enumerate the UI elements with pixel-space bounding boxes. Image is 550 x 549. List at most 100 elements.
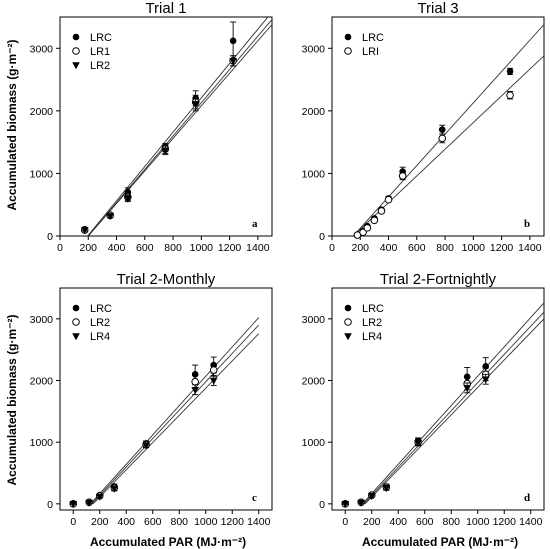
chart-panel-1: Trial 1 0 200 400 600 800 1000 1200 1400 0 1000 200… xyxy=(30,0,273,254)
x-tick-label: 1400 xyxy=(518,242,542,254)
legend: LRC LR1 LR2 xyxy=(72,32,112,72)
legend-marker xyxy=(72,318,80,326)
data-point xyxy=(341,501,350,509)
data-point xyxy=(382,485,391,493)
legend-label: LR4 xyxy=(90,331,110,343)
data-point xyxy=(363,224,372,232)
plot-frame xyxy=(59,287,273,511)
x-tick-label: 0 xyxy=(57,242,63,254)
data-point xyxy=(161,147,170,155)
y-tick-label: 2000 xyxy=(30,106,54,118)
panel-letter: c xyxy=(252,492,257,504)
legend-marker xyxy=(344,333,352,341)
data-point xyxy=(229,58,237,66)
x-tick-label: 1200 xyxy=(218,242,242,254)
fit-line xyxy=(352,55,544,236)
fit-lines xyxy=(362,302,544,505)
legend-marker xyxy=(72,333,80,341)
fit-line xyxy=(364,318,544,505)
x-axis-label-right: Accumulated PAR (MJ·m⁻²) xyxy=(362,535,518,549)
panel-letter: a xyxy=(252,218,258,230)
x-tick-label: 600 xyxy=(416,516,434,528)
series-lr4 xyxy=(341,373,490,509)
fit-line xyxy=(90,317,260,505)
legend-marker xyxy=(72,304,80,312)
fit-line xyxy=(91,324,260,505)
data-point xyxy=(481,376,490,384)
y-tick-label: 0 xyxy=(47,231,53,243)
legend-label: LR1 xyxy=(90,46,110,58)
data-point xyxy=(506,91,514,100)
x-tick-label: 400 xyxy=(380,242,398,254)
x-tick-label: 1200 xyxy=(493,516,517,528)
x-tick-label: 800 xyxy=(442,516,460,528)
legend: LRC LR2 LR4 xyxy=(72,303,112,343)
fit-line xyxy=(87,17,269,236)
data-point xyxy=(69,501,78,509)
x-tick-label: 200 xyxy=(91,516,109,528)
y-tick-label: 0 xyxy=(47,499,53,511)
legend-label: LRC xyxy=(90,32,112,44)
legend-marker xyxy=(344,33,352,41)
panel-title: Trial 2-Fortnightly xyxy=(380,271,497,288)
fit-line xyxy=(92,333,260,505)
x-tick-label: 600 xyxy=(144,516,162,528)
y-tick-label: 1000 xyxy=(30,168,54,180)
y-tick-label: 2000 xyxy=(302,376,326,388)
legend-marker xyxy=(72,62,80,70)
y-tick-label: 3000 xyxy=(302,43,326,55)
x-tick-label: 800 xyxy=(436,242,454,254)
data-point xyxy=(384,195,393,204)
data-point xyxy=(80,226,89,235)
data-point xyxy=(85,499,93,507)
x-tick-label: 600 xyxy=(136,242,154,254)
data-point xyxy=(357,499,365,507)
legend-label: LR2 xyxy=(90,60,110,72)
fit-lines xyxy=(87,17,272,236)
data-point xyxy=(229,37,237,45)
legend-label: LRC xyxy=(362,303,384,315)
x-tick-label: 1400 xyxy=(519,516,543,528)
x-tick-label: 1200 xyxy=(221,516,245,528)
series-lri xyxy=(353,91,514,239)
x-tick-label: 400 xyxy=(117,516,135,528)
fit-line xyxy=(362,302,544,505)
data-point xyxy=(367,493,376,501)
legend-label: LRC xyxy=(362,32,384,44)
y-tick-label: 1000 xyxy=(302,168,326,180)
panel-title: Trial 1 xyxy=(145,0,186,17)
y-tick-label: 0 xyxy=(319,231,325,243)
y-tick-label: 2000 xyxy=(302,106,326,118)
y-tick-label: 1000 xyxy=(30,437,54,449)
data-point xyxy=(377,207,386,215)
data-point xyxy=(463,373,471,381)
plot-frame xyxy=(331,287,545,511)
y-tick-label: 3000 xyxy=(30,43,54,55)
x-tick-label: 800 xyxy=(164,242,182,254)
data-point xyxy=(414,439,422,448)
data-point xyxy=(506,68,514,75)
data-point xyxy=(95,493,104,501)
x-tick-label: 0 xyxy=(70,516,76,528)
fit-line xyxy=(352,24,544,236)
legend-label: LRC xyxy=(90,303,112,315)
chart-panel-2: Trial 3 0 200 400 600 800 1000 1200 1400 0 1000 200… xyxy=(302,0,545,254)
x-tick-label: 200 xyxy=(363,516,381,528)
legend-label: LR2 xyxy=(90,317,110,329)
x-tick-label: 1000 xyxy=(466,516,490,528)
data-point xyxy=(209,377,218,385)
data-point xyxy=(438,126,446,133)
x-tick-label: 800 xyxy=(170,516,188,528)
legend-label: LRI xyxy=(362,46,379,58)
panel-title: Trial 3 xyxy=(417,0,458,17)
panel-title: Trial 2-Monthly xyxy=(117,271,216,288)
legend-marker xyxy=(344,47,352,55)
plot-frame xyxy=(59,16,273,237)
x-tick-label: 0 xyxy=(329,242,335,254)
x-tick-label: 1400 xyxy=(247,516,271,528)
fit-lines xyxy=(90,317,260,505)
legend-marker xyxy=(344,318,352,326)
data-point xyxy=(191,377,199,386)
fit-line xyxy=(363,311,544,505)
